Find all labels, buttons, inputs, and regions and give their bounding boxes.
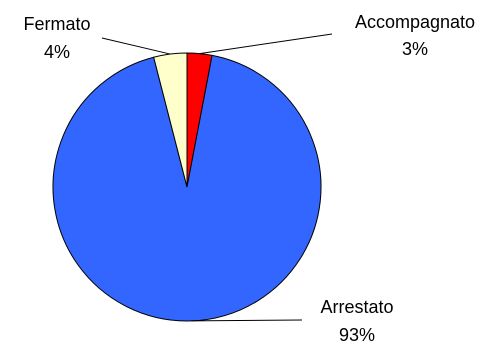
slice-label-accompagnato: Accompagnato 3% <box>355 12 475 59</box>
leader-line-accompagnato <box>199 33 333 55</box>
slice-percent-accompagnato: 3% <box>402 39 428 59</box>
slice-name-arrestato: Arrestato <box>320 297 393 317</box>
slice-label-arrestato: Arrestato 93% <box>320 297 393 345</box>
slice-name-accompagnato: Accompagnato <box>355 12 475 32</box>
slice-name-fermato: Fermato <box>23 14 90 34</box>
slice-percent-arrestato: 93% <box>339 325 375 345</box>
pie-slices <box>52 52 322 322</box>
slice-label-fermato: Fermato 4% <box>23 14 90 62</box>
slice-percent-fermato: 4% <box>44 42 70 62</box>
leader-line-fermato <box>101 37 171 55</box>
leader-line-arrestato <box>191 319 303 322</box>
pie-leader-lines <box>101 33 333 322</box>
